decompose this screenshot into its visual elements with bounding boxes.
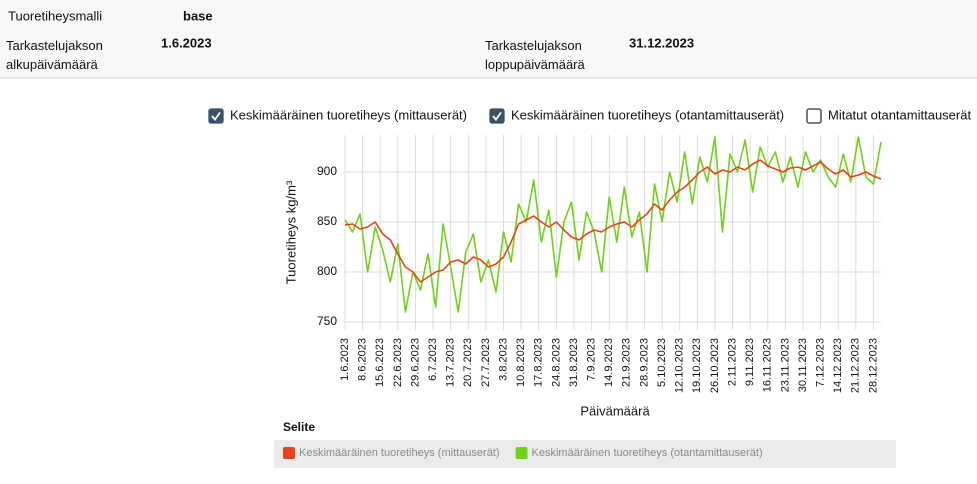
x-tick-label: 7.9.2023 (586, 338, 598, 381)
x-tick-label: 15.6.2023 (374, 338, 386, 387)
checkbox-label[interactable]: Keskimääräinen tuoretiheys (mittauserät) (230, 107, 467, 122)
legend-box (274, 440, 896, 468)
checkbox-label[interactable]: Keskimääräinen tuoretiheys (otantamittau… (511, 107, 784, 122)
y-tick-label: 800 (317, 264, 337, 278)
x-tick-label: 16.11.2023 (762, 338, 774, 392)
x-tick-label: 21.12.2023 (850, 338, 862, 393)
x-tick-label: 9.11.2023 (744, 338, 756, 386)
x-tick-label: 5.10.2023 (656, 338, 668, 387)
x-tick-label: 6.7.2023 (427, 338, 439, 381)
checkbox-label[interactable]: Mitatut otantamittauserät (828, 107, 971, 122)
legend-swatch[interactable] (515, 447, 528, 459)
x-tick-label: 1.6.2023 (339, 338, 351, 381)
x-tick-label: 12.10.2023 (674, 338, 686, 393)
field-label: Tarkastelujakson alkupäivämäärä (6, 38, 103, 72)
header-bg (0, 0, 977, 78)
y-axis-label: Tuoretiheys kg/m³ (283, 180, 298, 284)
x-tick-label: 31.8.2023 (568, 338, 580, 387)
y-tick-label: 900 (317, 164, 337, 178)
field-label: Tuoretiheysmalli (8, 8, 102, 23)
x-tick-label: 17.8.2023 (533, 338, 545, 387)
x-tick-label: 10.8.2023 (515, 338, 527, 387)
field-value: base (183, 8, 213, 23)
field-label: Tarkastelujakson loppupäivämäärä (485, 38, 585, 72)
x-tick-label: 14.9.2023 (603, 338, 615, 387)
legend-title: Selite (283, 420, 315, 434)
legend-label[interactable]: Keskimääräinen tuoretiheys (mittauserät) (299, 447, 500, 459)
x-tick-label: 3.8.2023 (497, 338, 509, 381)
x-tick-label: 26.10.2023 (709, 338, 721, 393)
x-tick-label: 27.7.2023 (480, 338, 492, 387)
y-tick-label: 850 (317, 214, 337, 228)
x-tick-label: 14.12.2023 (832, 338, 844, 393)
x-tick-label: 13.7.2023 (445, 338, 457, 387)
x-tick-label: 7.12.2023 (815, 338, 827, 387)
x-tick-label: 28.9.2023 (638, 338, 650, 387)
checkmark (211, 111, 221, 121)
x-tick-label: 8.6.2023 (357, 338, 369, 381)
y-tick-label: 750 (317, 314, 337, 328)
x-tick-label: 22.6.2023 (392, 338, 404, 387)
series-line (344, 136, 882, 313)
x-tick-label: 21.9.2023 (621, 338, 633, 387)
checkmark (492, 111, 502, 121)
checkbox[interactable] (208, 108, 224, 124)
x-tick-label: 28.12.2023 (867, 338, 879, 393)
field-value: 1.6.2023 (161, 35, 212, 50)
x-tick-label: 23.11.2023 (779, 338, 791, 392)
x-tick-label: 2.11.2023 (726, 338, 738, 386)
field-label-box: Tarkastelujakson loppupäivämäärä (485, 38, 585, 72)
legend-swatch[interactable] (283, 447, 295, 459)
legend-label[interactable]: Keskimääräinen tuoretiheys (otantamittau… (532, 447, 763, 459)
checkbox[interactable] (806, 108, 822, 124)
field-label-box: Tarkastelujakson alkupäivämäärä (6, 38, 103, 72)
x-axis-label: Päivämäärä (580, 403, 650, 418)
x-tick-label: 24.8.2023 (550, 338, 562, 387)
field-value: 31.12.2023 (629, 35, 694, 50)
x-tick-label: 20.7.2023 (462, 338, 474, 387)
x-tick-label: 30.11.2023 (797, 338, 809, 392)
x-tick-label: 29.6.2023 (409, 338, 421, 387)
x-tick-label: 19.10.2023 (691, 338, 703, 393)
checkbox[interactable] (489, 108, 505, 124)
series-line (344, 159, 882, 283)
